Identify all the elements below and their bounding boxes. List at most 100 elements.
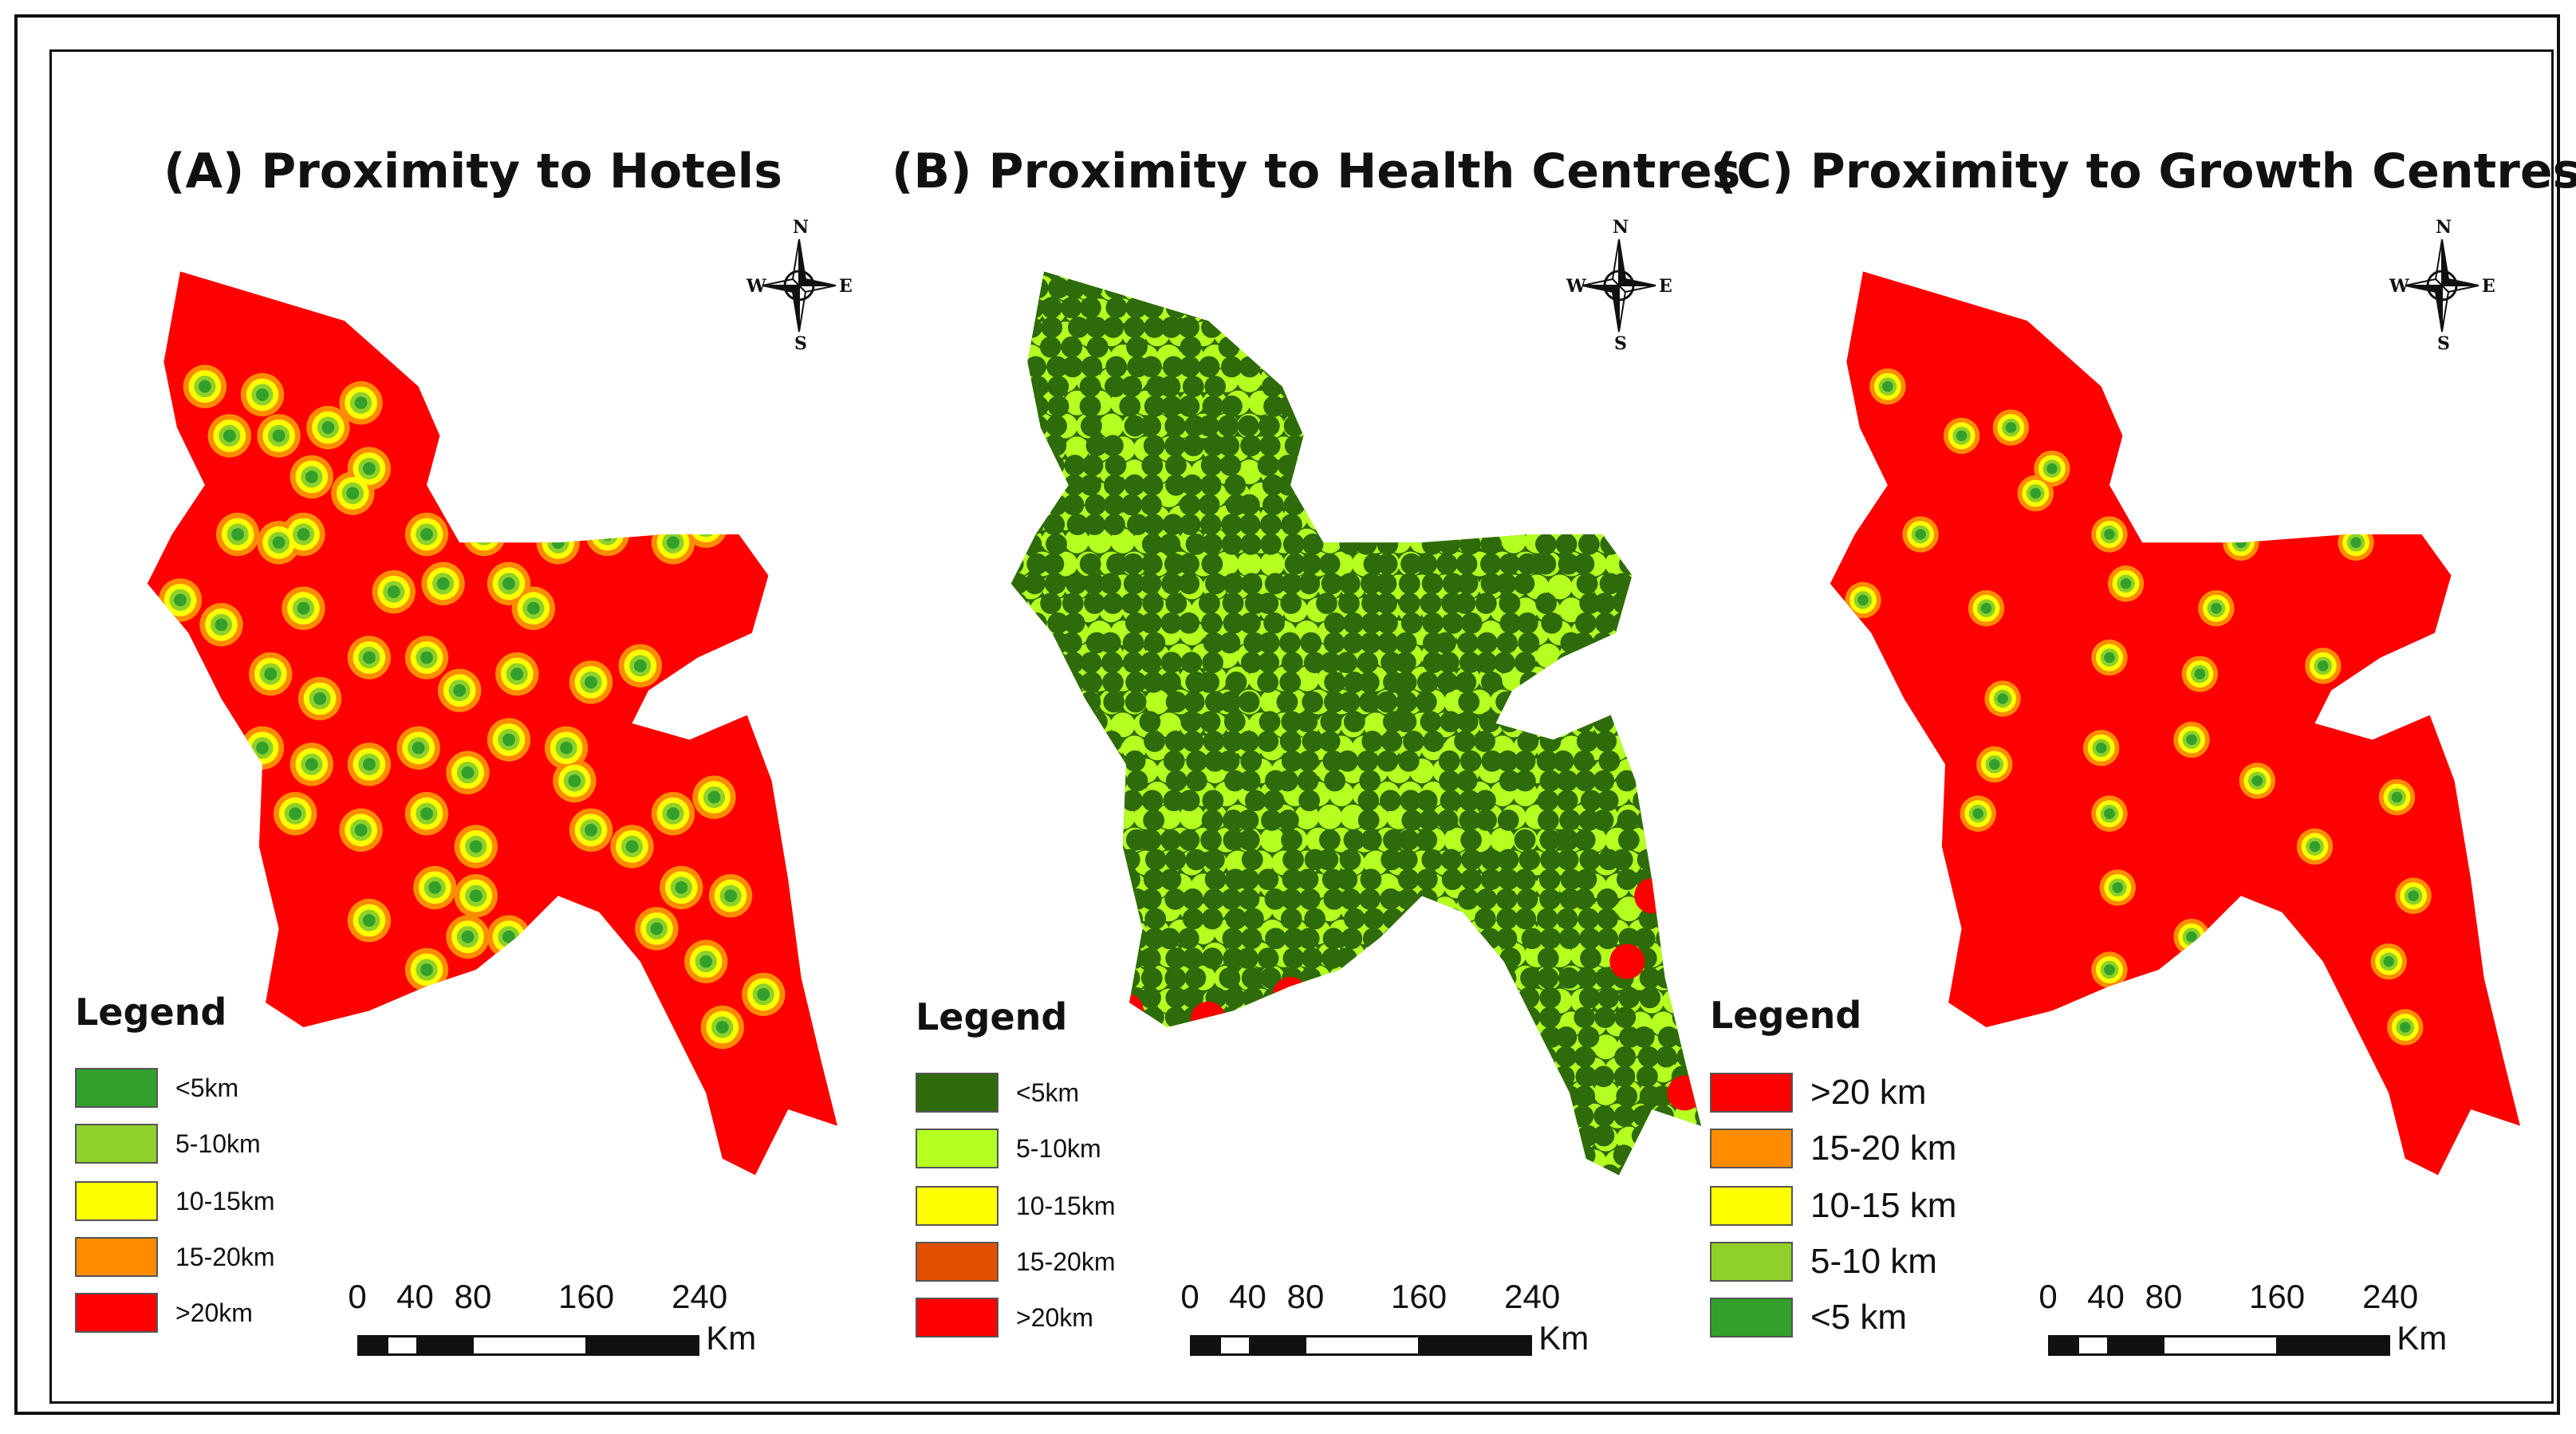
buffer-ring bbox=[568, 774, 581, 787]
buffer-ring bbox=[264, 668, 278, 681]
scale-bar: 0 40 80 160 240 Km bbox=[1180, 1278, 1660, 1389]
buffer-ring bbox=[585, 676, 597, 689]
legend-label: <5km bbox=[175, 1073, 239, 1102]
buffer-ring bbox=[1915, 529, 1926, 540]
buffer-ring bbox=[689, 510, 723, 543]
legend-item: >20 km bbox=[1710, 1072, 1927, 1113]
buffer-ring bbox=[551, 536, 565, 550]
buffer-ring bbox=[362, 914, 376, 928]
panel-title: (C) Proximity to Growth Centres bbox=[1715, 144, 2576, 199]
legend-swatch bbox=[75, 1237, 158, 1277]
buffer-ring bbox=[675, 880, 688, 894]
legend-swatch bbox=[1710, 1298, 1793, 1337]
panel-title: (A) Proximity to Hotels bbox=[163, 144, 782, 199]
scale-tick-label: 80 bbox=[2145, 1278, 2183, 1315]
buffer-ring bbox=[597, 523, 619, 546]
buffer-ring bbox=[321, 421, 335, 435]
legend-swatch bbox=[916, 1298, 998, 1337]
buffer-ring bbox=[510, 668, 524, 681]
buffer-ring bbox=[272, 536, 286, 550]
map-health-centres bbox=[1010, 271, 1701, 1176]
buffer-ring bbox=[420, 807, 433, 821]
far-zone-mark bbox=[1109, 993, 1144, 1029]
scale-tick-label: 160 bbox=[558, 1278, 615, 1315]
outer-frame bbox=[14, 14, 2560, 1415]
buffer-ring bbox=[223, 429, 236, 443]
buffer-ring bbox=[1956, 430, 1967, 442]
inner-frame bbox=[49, 49, 2554, 1404]
scale-bar: 0 40 80 160 240 Km bbox=[348, 1278, 828, 1389]
bangladesh-map-shape bbox=[147, 271, 837, 1176]
buffer-ring bbox=[2112, 882, 2124, 893]
buffer-ring bbox=[362, 462, 376, 475]
buffer-ring bbox=[2408, 890, 2419, 901]
buffer-ring bbox=[1857, 594, 1869, 606]
buffer-ring bbox=[174, 593, 187, 607]
buffer-ring bbox=[272, 429, 286, 443]
compass-east-label: E bbox=[2482, 276, 2495, 297]
scale-bar-graphic bbox=[2048, 1335, 2391, 1356]
scale-tick-label: 80 bbox=[1286, 1278, 1325, 1315]
legend-label: 5-10km bbox=[1016, 1133, 1101, 1163]
buffer-ring bbox=[2046, 463, 2058, 475]
buffer-ring bbox=[473, 523, 495, 546]
far-zone-mark bbox=[1667, 1075, 1701, 1111]
legend-label: 10-15 km bbox=[1810, 1186, 1957, 1225]
far-zone-mark bbox=[1634, 878, 1670, 914]
panel-growth-centres: (C) Proximity to Growth Centres N S W E … bbox=[1710, 49, 2576, 1404]
buffer-ring bbox=[436, 577, 450, 590]
buffer-ring bbox=[420, 528, 433, 541]
buffer-ring bbox=[2120, 578, 2132, 589]
legend-label: >20km bbox=[1016, 1302, 1093, 1332]
legend-item: 5-10 km bbox=[1710, 1241, 1937, 1282]
buffer-ring bbox=[757, 987, 770, 1001]
buffer-ring bbox=[585, 823, 597, 837]
panel-health-centres: (B) Proximity to Health Centres N S W E … bbox=[892, 49, 1740, 1404]
buffer-ring bbox=[2391, 791, 2403, 803]
buffer-ring bbox=[526, 601, 540, 615]
compass-east-label: E bbox=[1659, 276, 1672, 297]
compass-south-label: S bbox=[2437, 333, 2450, 354]
buffer-ring bbox=[2231, 533, 2251, 552]
legend-swatch bbox=[916, 1242, 998, 1282]
buffer-ring bbox=[215, 618, 228, 632]
buffer-ring bbox=[346, 487, 360, 500]
scale-unit-label: Km bbox=[2397, 1319, 2448, 1357]
far-zone-mark bbox=[1191, 1001, 1226, 1037]
scale-tick-label: 0 bbox=[348, 1278, 367, 1315]
compass-west-label: W bbox=[746, 276, 766, 297]
legend-swatch bbox=[1710, 1186, 1793, 1226]
buffer-ring bbox=[313, 692, 327, 705]
buffer-ring bbox=[667, 536, 679, 550]
legend-swatch bbox=[1710, 1073, 1793, 1113]
legend-item: 5-10km bbox=[75, 1123, 261, 1164]
legend-item: 10-15km bbox=[916, 1185, 1116, 1227]
buffer-ring bbox=[625, 840, 639, 853]
legend-item: >20km bbox=[75, 1292, 253, 1334]
buffer-ring bbox=[591, 518, 624, 551]
buffer-ring bbox=[1980, 602, 1992, 614]
legend-item: >20km bbox=[916, 1297, 1093, 1338]
buffer-ring bbox=[1989, 758, 2000, 770]
buffer-ring bbox=[1997, 693, 2008, 704]
scale-unit-label: Km bbox=[1538, 1319, 1589, 1357]
legend-title: Legend bbox=[75, 991, 227, 1034]
buffer-ring bbox=[478, 528, 491, 541]
legend-item: 15-20km bbox=[75, 1236, 275, 1278]
buffer-ring bbox=[354, 396, 368, 410]
far-zone-mark bbox=[1273, 976, 1308, 1012]
legend-swatch bbox=[75, 1068, 158, 1108]
buffer-ring bbox=[362, 758, 376, 771]
buffer-ring bbox=[231, 528, 245, 541]
legend-swatch bbox=[75, 1293, 158, 1333]
buffer-ring bbox=[412, 741, 425, 754]
legend-label: <5km bbox=[1016, 1077, 1080, 1107]
legend-item: 5-10km bbox=[916, 1128, 1101, 1169]
bangladesh-map-shape bbox=[1830, 271, 2520, 1176]
buffer-ring bbox=[1882, 380, 1893, 392]
legend-item: 15-20km bbox=[916, 1241, 1116, 1282]
buffer-ring bbox=[2186, 734, 2197, 746]
legend-item: 10-15km bbox=[75, 1180, 275, 1222]
buffer-ring bbox=[2318, 660, 2329, 672]
buffer-ring bbox=[387, 585, 400, 599]
